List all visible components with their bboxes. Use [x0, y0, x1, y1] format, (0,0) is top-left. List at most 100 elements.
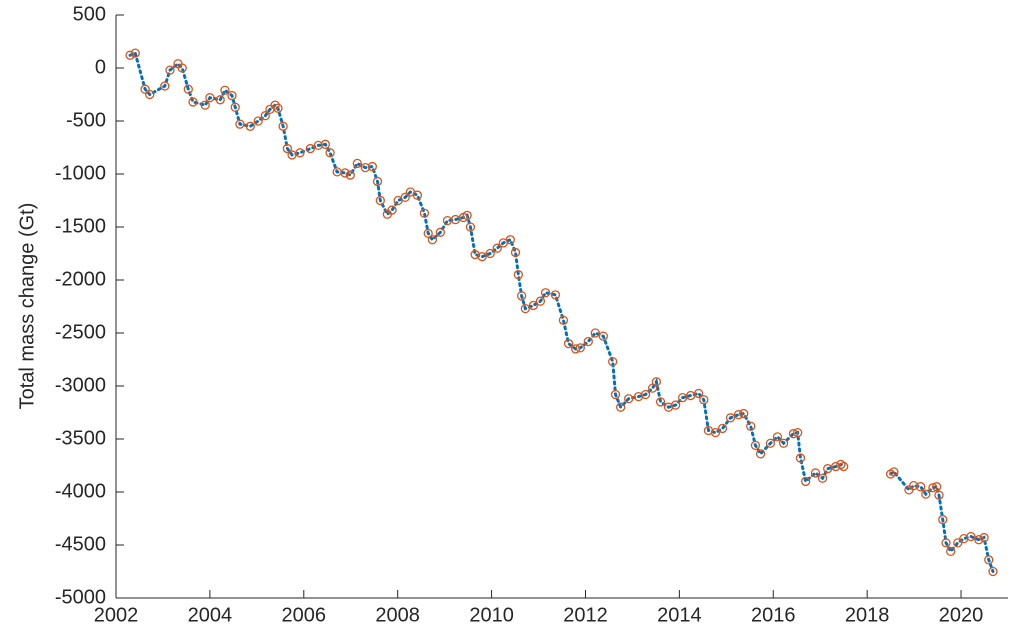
- data-point: [941, 538, 951, 548]
- data-point: [145, 89, 155, 100]
- data-point: [938, 514, 948, 525]
- x-tick-label: 2010: [469, 604, 514, 626]
- y-tick-label: -3000: [55, 374, 106, 396]
- data-point: [345, 170, 355, 180]
- data-point: [793, 427, 803, 438]
- data-point: [583, 336, 593, 347]
- data-point: [505, 235, 516, 245]
- data-point: [984, 555, 994, 565]
- data-point: [795, 453, 806, 463]
- data-point: [412, 190, 423, 200]
- y-tick-label: 500: [73, 3, 106, 25]
- data-point: [165, 65, 175, 75]
- data-point: [305, 143, 316, 154]
- y-tick-label: -4000: [55, 480, 106, 502]
- y-axis-label: Total mass change (Gt): [16, 203, 38, 410]
- data-point: [278, 121, 288, 131]
- data-point: [624, 394, 634, 404]
- data-point: [535, 296, 546, 306]
- data-point: [755, 449, 766, 459]
- data-point: [520, 303, 531, 314]
- data-point: [928, 483, 938, 493]
- x-tick-label: 2002: [94, 604, 139, 626]
- data-point: [513, 270, 523, 280]
- data-point: [616, 402, 626, 412]
- data-point: [739, 408, 749, 419]
- data-point: [273, 103, 283, 113]
- data-point: [974, 535, 984, 545]
- x-tick-label: 2016: [751, 604, 796, 626]
- data-point: [465, 222, 476, 232]
- data-point: [313, 140, 323, 151]
- y-tick-label: -2500: [55, 321, 106, 343]
- data-point: [921, 489, 931, 499]
- data-point: [160, 81, 170, 91]
- data-point: [750, 440, 761, 451]
- data-point: [946, 546, 956, 557]
- data-point: [908, 480, 919, 491]
- data-point: [205, 93, 215, 103]
- data-point: [651, 377, 662, 387]
- data-point: [817, 473, 828, 483]
- x-tick-label: 2014: [657, 604, 702, 626]
- data-point: [772, 432, 783, 442]
- data-point: [966, 531, 976, 542]
- data-point: [485, 248, 495, 259]
- data-point: [360, 162, 370, 173]
- data-point: [260, 111, 270, 121]
- data-point: [230, 102, 240, 112]
- data-point: [462, 210, 472, 220]
- data-point: [270, 100, 280, 110]
- data-point: [979, 532, 989, 543]
- y-tick-label: -4500: [55, 533, 106, 555]
- data-point: [427, 235, 438, 245]
- x-tick-label: 2018: [845, 604, 890, 626]
- data-point: [931, 482, 942, 492]
- y-tick-label: -1500: [55, 215, 106, 237]
- y-tick-label: -1000: [55, 162, 106, 184]
- data-point: [717, 423, 728, 434]
- data-point: [253, 116, 263, 126]
- data-point: [640, 389, 651, 400]
- data-point: [733, 409, 744, 420]
- data-point: [590, 328, 600, 338]
- data-point: [563, 338, 574, 349]
- data-point: [810, 468, 821, 478]
- data-point: [188, 97, 198, 107]
- data-point: [516, 291, 527, 301]
- x-tick-label: 2004: [188, 604, 233, 626]
- data-point: [953, 538, 963, 548]
- x-tick-label: 2006: [282, 604, 327, 626]
- data-point: [125, 50, 135, 60]
- x-tick-label: 2012: [563, 604, 608, 626]
- y-tick-label: -5000: [55, 586, 106, 608]
- data-point: [916, 482, 926, 492]
- data-point: [320, 139, 331, 149]
- data-point: [725, 413, 736, 423]
- x-tick-label: 2020: [939, 604, 984, 626]
- data-point: [836, 459, 846, 470]
- data-point: [372, 176, 383, 187]
- data-point: [598, 331, 608, 341]
- data-point: [889, 467, 899, 477]
- data-point: [492, 243, 502, 253]
- data-point: [655, 397, 666, 407]
- data-point: [367, 161, 377, 172]
- x-tick-label: 2008: [375, 604, 420, 626]
- data-point: [130, 48, 140, 58]
- data-point: [220, 85, 230, 95]
- data-point: [227, 90, 237, 101]
- data-point: [435, 227, 446, 237]
- data-point: [387, 205, 397, 215]
- data-point: [215, 95, 225, 105]
- data-point: [699, 395, 709, 405]
- data-line: [128, 51, 995, 573]
- data-point: [352, 158, 362, 169]
- data-point: [325, 148, 335, 158]
- data-point: [419, 208, 430, 218]
- data-point: [282, 143, 293, 154]
- data-point: [528, 300, 539, 311]
- data-point: [934, 490, 944, 500]
- data-point: [510, 247, 521, 258]
